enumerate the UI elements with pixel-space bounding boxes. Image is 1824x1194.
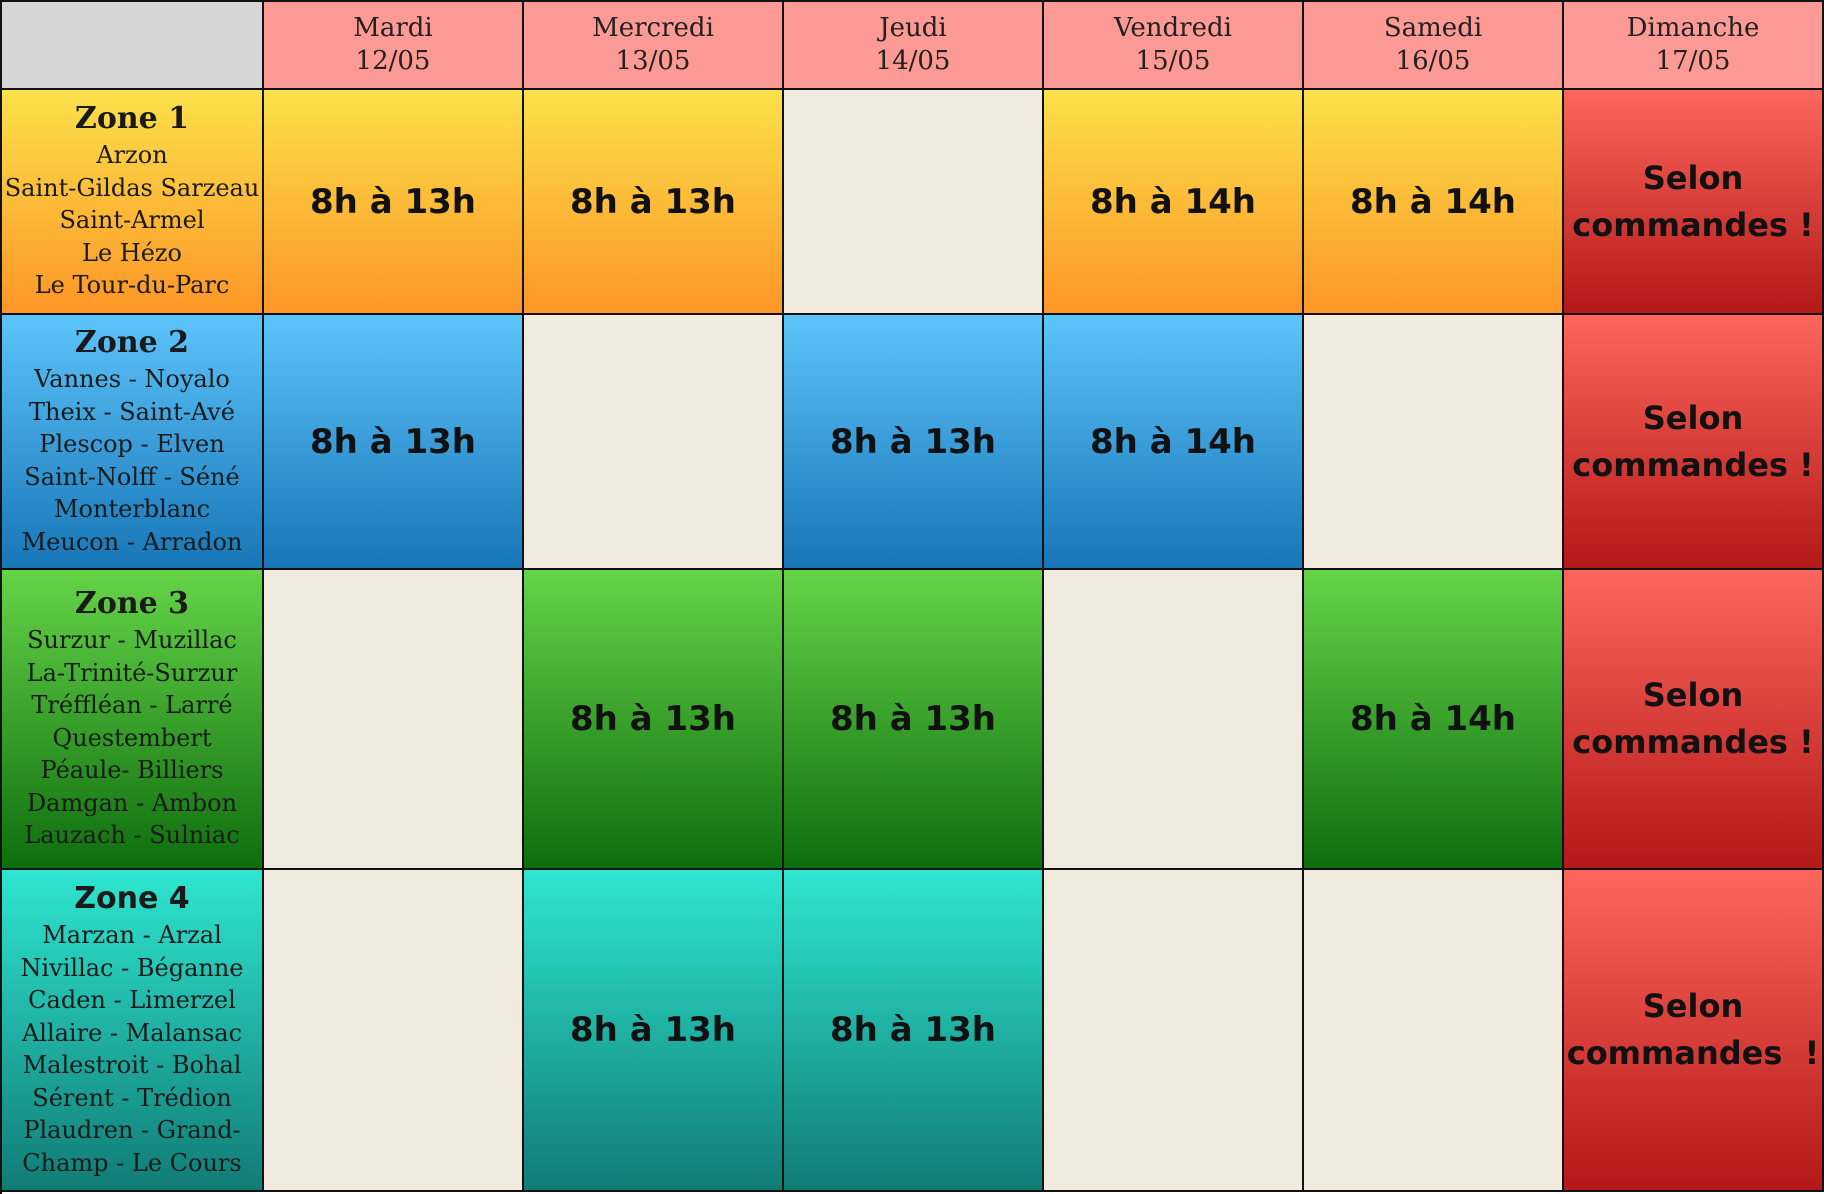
zone-4-mercredi-slot: 8h à 13h [524, 870, 784, 1192]
zone-1-jeudi-empty [784, 90, 1044, 315]
note-line: commandes ! [1572, 723, 1814, 761]
day-header-mardi: Mardi 12/05 [264, 2, 524, 90]
zone-town: La-Trinité-Surzur [26, 658, 238, 687]
zone-town: Saint-Armel [59, 206, 205, 235]
zone-town: Plaudren - Grand- [23, 1116, 241, 1144]
zone-town: Champ - Le Cours [22, 1148, 242, 1177]
note-line: commandes ! [1572, 205, 1814, 244]
zone-town: Saint-Nolff - Séné [24, 462, 240, 491]
zone-town: Plescop - Elven [39, 430, 225, 458]
zone-town: Theix - Saint-Avé [28, 397, 235, 426]
day-header-mercredi: Mercredi 13/05 [524, 2, 784, 90]
zone-town: Le Hézo [82, 238, 182, 267]
zone-title: Zone 3 [74, 586, 190, 622]
zone-2-dimanche-note: Selon commandes ! [1564, 315, 1824, 570]
zone-town: Péaule- Billiers [40, 756, 224, 785]
zone-town: Saint-Gildas Sarzeau [4, 173, 260, 202]
zone-4-samedi-empty [1304, 870, 1564, 1192]
zone-2-mardi-slot: 8h à 13h [264, 315, 524, 570]
day-header-samedi: Samedi 16/05 [1304, 2, 1564, 90]
zone-title: Zone 1 [74, 101, 190, 137]
zone-town: Vannes - Noyalo [34, 365, 230, 393]
zone-town: Sérent - Trédion [32, 1083, 232, 1112]
zone-2-mercredi-empty [524, 315, 784, 570]
zone-2-jeudi-slot: 8h à 13h [784, 315, 1044, 570]
zone-town: Allaire - Malansac [21, 1018, 243, 1047]
day-date: 15/05 [1135, 46, 1211, 76]
zone-1-header: Zone 1 Arzon Saint-Gildas Sarzeau Saint-… [2, 90, 264, 315]
zone-4-jeudi-slot: 8h à 13h [784, 870, 1044, 1192]
zone-town: Damgan - Ambon [26, 788, 238, 817]
day-header-dimanche: Dimanche 17/05 [1564, 2, 1824, 90]
zone-1-mercredi-slot: 8h à 13h [524, 90, 784, 315]
zone-town: Lauzach - Sulniac [24, 821, 240, 850]
note-line: commandes ! [1572, 445, 1814, 484]
zone-town: Caden - Limerzel [28, 986, 236, 1014]
zone-title: Zone 2 [74, 325, 190, 360]
zone-3-samedi-slot: 8h à 14h [1304, 570, 1564, 870]
day-date: 12/05 [355, 46, 431, 76]
day-date: 14/05 [875, 46, 951, 76]
day-header-vendredi: Vendredi 15/05 [1044, 2, 1304, 90]
zone-1-vendredi-slot: 8h à 14h [1044, 90, 1304, 315]
zone-1-samedi-slot: 8h à 14h [1304, 90, 1564, 315]
zone-3-jeudi-slot: 8h à 13h [784, 570, 1044, 870]
zone-1-mardi-slot: 8h à 13h [264, 90, 524, 315]
zone-3-header: Zone 3 Surzur - Muzillac La-Trinité-Surz… [2, 570, 264, 870]
day-header-jeudi: Jeudi 14/05 [784, 2, 1044, 90]
zone-3-vendredi-empty [1044, 570, 1304, 870]
zone-town: Marzan - Arzal [42, 921, 222, 949]
zone-4-dimanche-note: Selon commandes ! [1564, 870, 1824, 1192]
zone-town: Surzur - Muzillac [27, 626, 237, 655]
zone-2-header: Zone 2 Vannes - Noyalo Theix - Saint-Avé… [2, 315, 264, 570]
note-line: Selon [1642, 987, 1744, 1025]
zone-1-dimanche-note: Selon commandes ! [1564, 90, 1824, 315]
day-date: 17/05 [1655, 46, 1731, 76]
day-name: Vendredi [1114, 13, 1232, 43]
zone-3-mardi-empty [264, 570, 524, 870]
day-date: 16/05 [1395, 46, 1471, 76]
day-name: Mercredi [592, 13, 714, 43]
day-date: 13/05 [615, 46, 691, 76]
zone-4-vendredi-empty [1044, 870, 1304, 1192]
zone-town: Questembert [52, 723, 212, 752]
note-line: Selon [1642, 158, 1744, 197]
zone-4-header: Zone 4 Marzan - Arzal Nivillac - Béganne… [2, 870, 264, 1192]
day-name: Samedi [1383, 13, 1483, 43]
zone-town: Malestroit - Bohal [22, 1051, 242, 1079]
zone-town: Nivillac - Béganne [20, 953, 244, 982]
day-name: Dimanche [1626, 13, 1760, 43]
corner-cell [2, 2, 264, 90]
zone-title: Zone 4 [74, 881, 190, 916]
zone-2-vendredi-slot: 8h à 14h [1044, 315, 1304, 570]
zone-3-dimanche-note: Selon commandes ! [1564, 570, 1824, 870]
zone-4-mardi-empty [264, 870, 524, 1192]
note-line: Selon [1642, 398, 1744, 437]
day-name: Jeudi [879, 13, 947, 43]
zone-town: Arzon [96, 141, 168, 170]
zone-town: Monterblanc [53, 495, 211, 523]
day-name: Mardi [353, 13, 433, 43]
zone-town: Le Tour-du-Parc [34, 271, 230, 300]
zone-3-mercredi-slot: 8h à 13h [524, 570, 784, 870]
zone-town: Meucon - Arradon [21, 527, 243, 556]
zone-town: Tréffléan - Larré [31, 691, 233, 720]
note-line: Selon [1642, 676, 1744, 714]
zone-2-samedi-empty [1304, 315, 1564, 570]
note-line: commandes ! [1566, 1034, 1820, 1072]
